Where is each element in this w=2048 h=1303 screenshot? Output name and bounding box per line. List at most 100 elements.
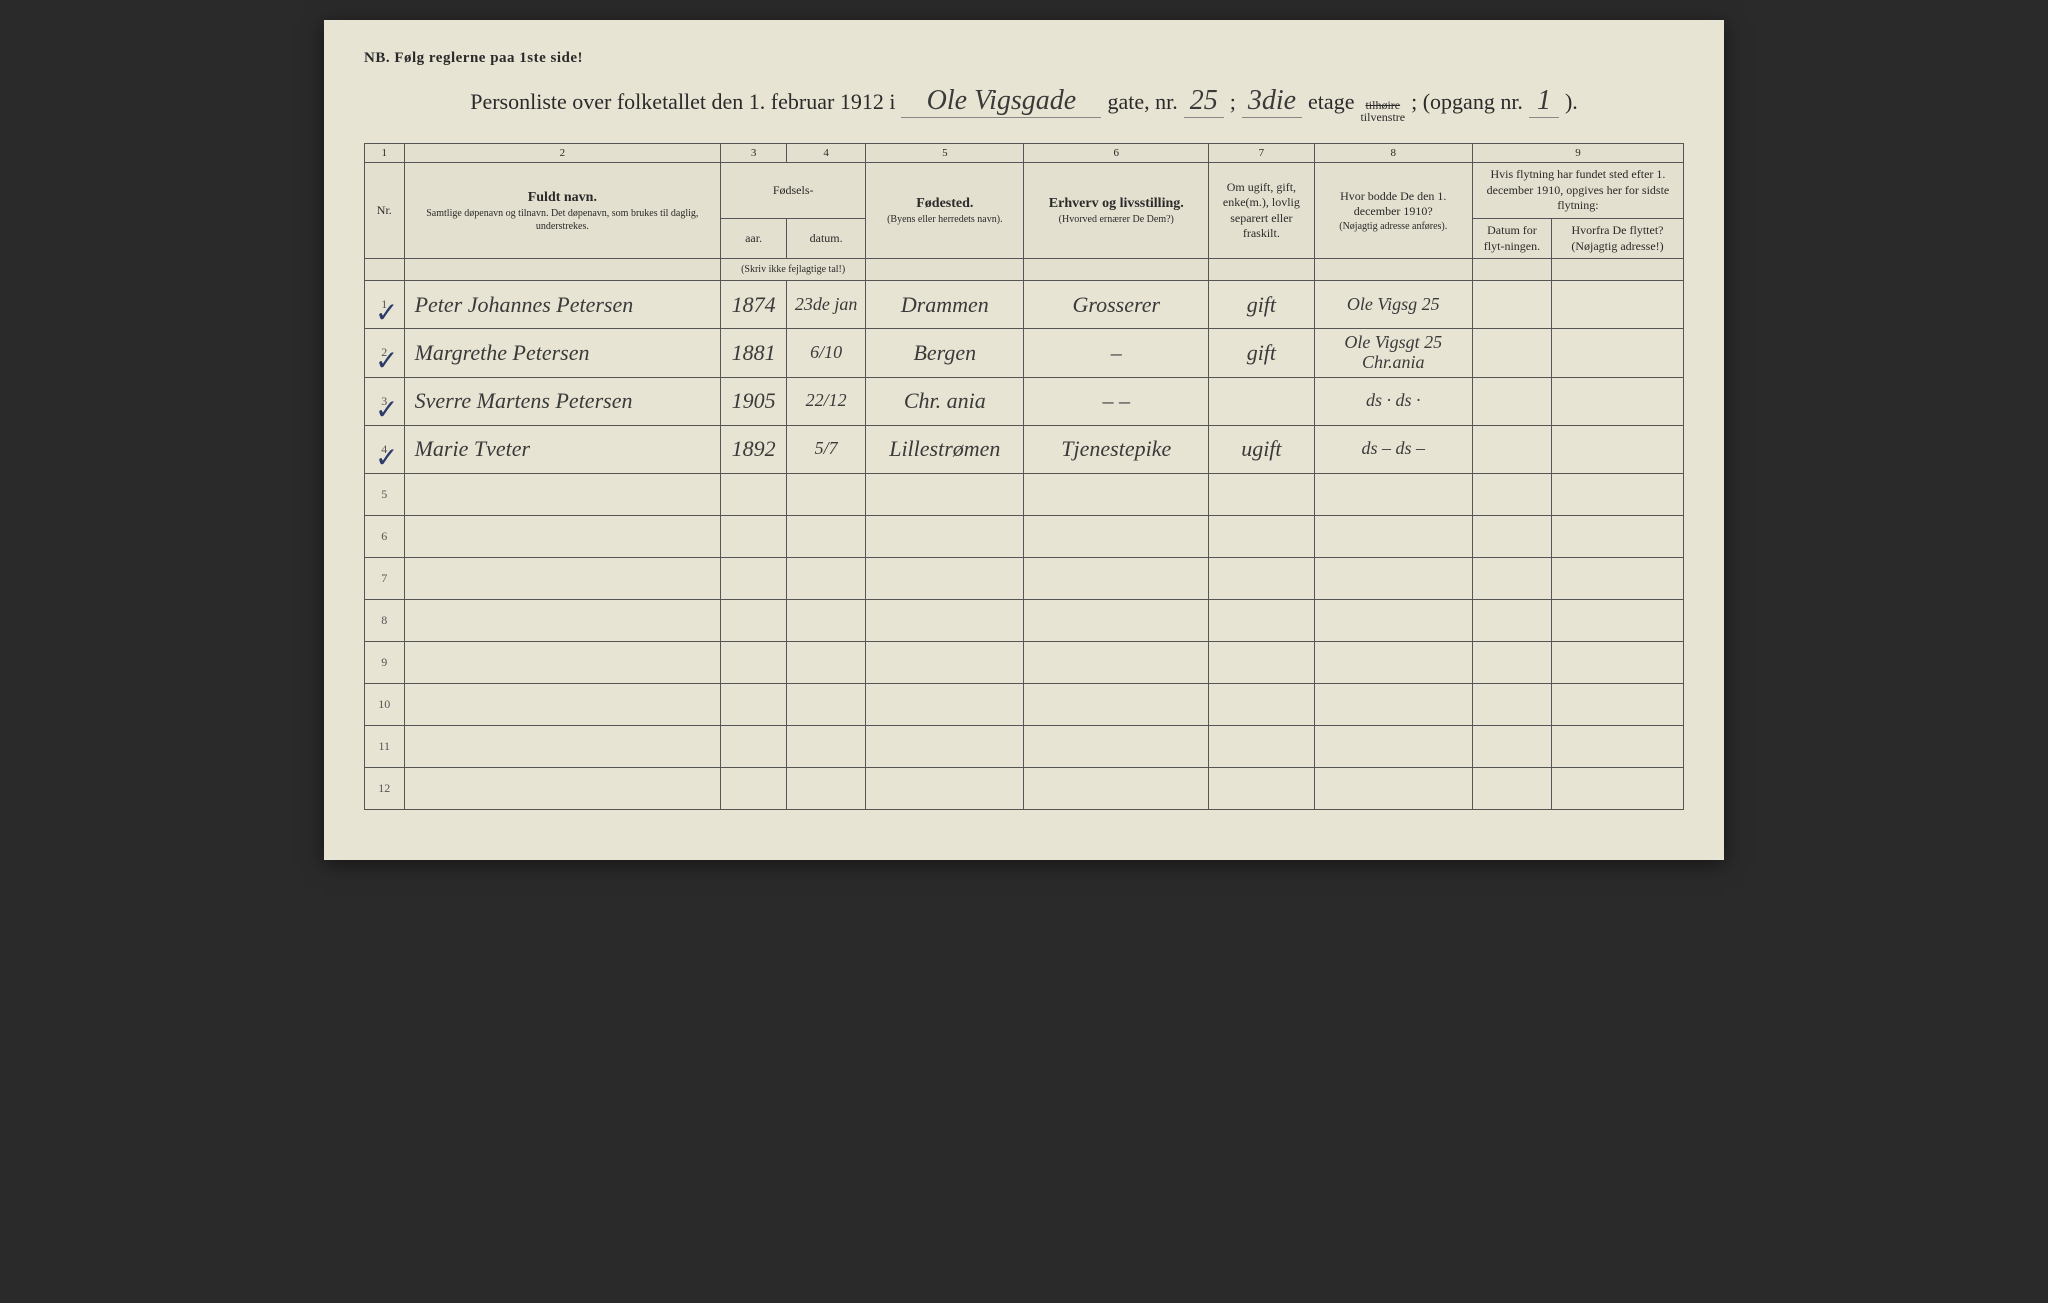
header-fodested: Fødested. (Byens eller herredets navn). [866, 163, 1024, 259]
tilvenstre-label: tilvenstre [1360, 111, 1405, 123]
header-datum-label: datum. [793, 231, 859, 247]
cell-empty [1024, 557, 1209, 599]
header-addr1910-sub: (Nøjagtig adresse anføres). [1321, 220, 1466, 233]
cell-empty [866, 557, 1024, 599]
cell-empty [1472, 557, 1551, 599]
table-row: ✓4 Marie Tveter 1892 5/7 Lillestrømen Tj… [365, 425, 1684, 473]
cell-empty [404, 515, 721, 557]
cell-date: 6/10 [787, 329, 866, 378]
cell-empty [866, 683, 1024, 725]
cell-empty [1314, 557, 1472, 599]
colnum-1: 1 [365, 144, 405, 163]
cell-empty [1024, 515, 1209, 557]
cell-marital: ugift [1209, 425, 1315, 473]
header-flyt: Hvis flytning har fundet sted efter 1. d… [1472, 163, 1683, 219]
cell-year: 1905 [721, 377, 787, 425]
cell-empty [1209, 725, 1315, 767]
cell-empty [866, 599, 1024, 641]
cell-empty [1209, 683, 1315, 725]
cell-empty [1552, 473, 1684, 515]
cell-flyt-from [1552, 281, 1684, 329]
cell-empty [1472, 473, 1551, 515]
cell-flyt-date [1472, 329, 1551, 378]
opgang-field: 1 [1529, 85, 1559, 118]
cell-empty [787, 599, 866, 641]
header-blank-5 [866, 259, 1024, 281]
cell-occupation: – [1024, 329, 1209, 378]
checkmark-icon: ✓ [375, 298, 398, 329]
nb-instruction: NB. Følg reglerne paa 1ste side! [364, 50, 1684, 67]
cell-flyt-date [1472, 281, 1551, 329]
header-aar-label: aar. [727, 231, 780, 247]
cell-name: Marie Tveter [404, 425, 721, 473]
census-table: 1 2 3 4 5 6 7 8 9 Nr. Fuldt navn. Samtli… [364, 143, 1684, 810]
header-row-main: Nr. Fuldt navn. Samtlige døpenavn og til… [365, 163, 1684, 219]
cell-empty [721, 515, 787, 557]
row-number: ✓4 [365, 425, 405, 473]
cell-flyt-date [1472, 377, 1551, 425]
table-body: ✓1 Peter Johannes Petersen 1874 23de jan… [365, 281, 1684, 810]
cell-empty [787, 557, 866, 599]
table-row-empty: 8 [365, 599, 1684, 641]
cell-empty [1209, 473, 1315, 515]
table-row-empty: 7 [365, 557, 1684, 599]
colnum-4: 4 [787, 144, 866, 163]
cell-year: 1874 [721, 281, 787, 329]
header-aar: aar. [721, 219, 787, 259]
table-row-empty: 6 [365, 515, 1684, 557]
row-number: 6 [365, 515, 405, 557]
cell-date: 23de jan [787, 281, 866, 329]
cell-marital: gift [1209, 281, 1315, 329]
cell-occupation: – – [1024, 377, 1209, 425]
cell-empty [1024, 473, 1209, 515]
cell-empty [721, 641, 787, 683]
row-number: 10 [365, 683, 405, 725]
header-blank-name [404, 259, 721, 281]
table-row-empty: 5 [365, 473, 1684, 515]
cell-empty [404, 473, 721, 515]
cell-empty [1209, 515, 1315, 557]
cell-empty [721, 725, 787, 767]
form-title-line: Personliste over folketallet den 1. febr… [364, 85, 1684, 123]
cell-name: Peter Johannes Petersen [404, 281, 721, 329]
cell-empty [1472, 641, 1551, 683]
header-nr: Nr. [365, 163, 405, 259]
row-number: 7 [365, 557, 405, 599]
cell-flyt-date [1472, 425, 1551, 473]
cell-empty [1552, 557, 1684, 599]
cell-occupation: Tjenestepike [1024, 425, 1209, 473]
colnum-9: 9 [1472, 144, 1683, 163]
cell-empty [1314, 599, 1472, 641]
header-blank-nr [365, 259, 405, 281]
cell-empty [787, 515, 866, 557]
cell-empty [1472, 683, 1551, 725]
header-blank-7 [1209, 259, 1315, 281]
cell-empty [1024, 641, 1209, 683]
etage-field: 3die [1242, 85, 1302, 118]
header-erhverv-sub: (Hvorved ernærer De Dem?) [1030, 213, 1202, 226]
cell-empty [866, 641, 1024, 683]
cell-empty [1024, 725, 1209, 767]
opgang-label: ; (opgang nr. [1411, 89, 1523, 115]
cell-marital [1209, 377, 1315, 425]
cell-empty [1209, 557, 1315, 599]
cell-empty [1472, 515, 1551, 557]
cell-empty [1472, 599, 1551, 641]
header-fodested-title: Fødested. [872, 195, 1017, 213]
cell-empty [404, 557, 721, 599]
cell-year: 1892 [721, 425, 787, 473]
cell-year: 1881 [721, 329, 787, 378]
cell-date: 5/7 [787, 425, 866, 473]
checkmark-icon: ✓ [375, 395, 398, 426]
cell-addr1910: Ole Vigsg 25 [1314, 281, 1472, 329]
table-row: ✓2 Margrethe Petersen 1881 6/10 Bergen –… [365, 329, 1684, 378]
cell-empty [1552, 641, 1684, 683]
cell-empty [404, 683, 721, 725]
cell-empty [1472, 725, 1551, 767]
cell-empty [721, 767, 787, 809]
row-number: 9 [365, 641, 405, 683]
gate-label: gate, nr. [1107, 89, 1177, 115]
gate-number-field: 25 [1184, 85, 1224, 118]
cell-empty [866, 473, 1024, 515]
row-number: ✓3 [365, 377, 405, 425]
